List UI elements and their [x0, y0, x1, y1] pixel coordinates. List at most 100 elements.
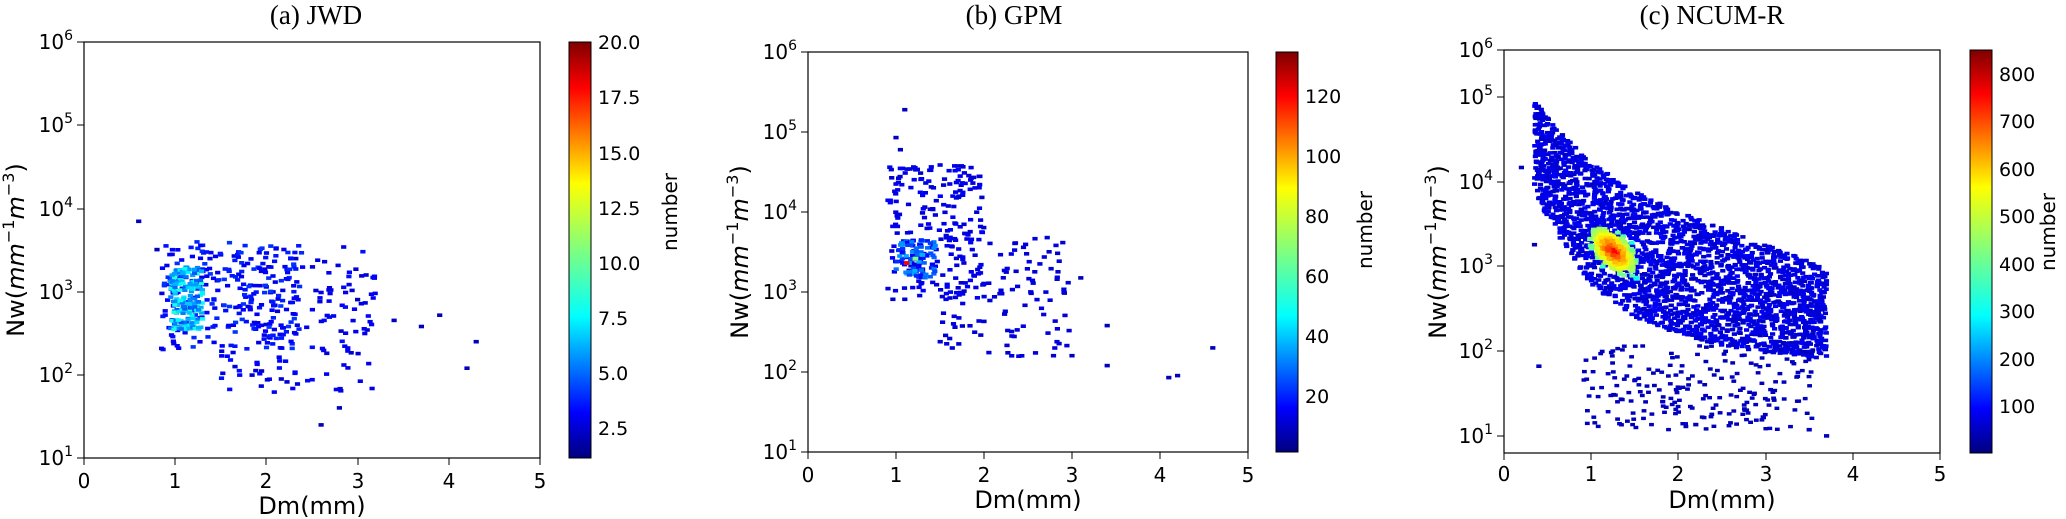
- data-point: [1578, 207, 1584, 212]
- data-point: [1727, 239, 1733, 243]
- data-point: [251, 292, 257, 296]
- data-point: [1749, 298, 1756, 302]
- data-point: [222, 267, 228, 271]
- data-point: [1629, 248, 1636, 253]
- data-point: [1626, 216, 1632, 221]
- data-point: [171, 341, 177, 346]
- data-point: [1617, 272, 1623, 276]
- data-point: [1654, 225, 1660, 230]
- data-point: [1633, 276, 1640, 281]
- data-point: [1682, 278, 1688, 283]
- data-point: [1691, 241, 1698, 246]
- data-point: [1598, 235, 1604, 240]
- data-point: [1676, 272, 1682, 276]
- data-point: [1046, 250, 1052, 254]
- data-point: [887, 200, 893, 205]
- data-point: [939, 294, 945, 299]
- data-point: [921, 261, 927, 265]
- data-point: [188, 302, 194, 306]
- data-point: [1715, 276, 1721, 280]
- data-point: [180, 281, 186, 286]
- data-point: [1815, 274, 1821, 278]
- data-point: [1056, 341, 1062, 346]
- data-point: [1648, 198, 1654, 202]
- data-point: [956, 293, 962, 297]
- data-point: [1587, 228, 1593, 232]
- data-point: [1646, 277, 1652, 281]
- data-point: [1609, 233, 1615, 238]
- data-point: [918, 238, 924, 242]
- data-point: [294, 280, 300, 284]
- data-point: [1707, 247, 1713, 251]
- data-point: [1681, 332, 1688, 336]
- data-point: [1610, 349, 1616, 353]
- data-point: [1761, 343, 1767, 347]
- data-point: [1532, 114, 1538, 119]
- data-point: [1614, 207, 1620, 212]
- data-point: [298, 251, 305, 255]
- data-point: [1553, 143, 1559, 148]
- data-point: [888, 167, 894, 172]
- data-point: [1550, 146, 1556, 150]
- data-point: [1684, 283, 1691, 288]
- data-point: [1737, 260, 1743, 264]
- data-point: [894, 259, 900, 264]
- panel-a-colorbar: 2.5 5.0 7.5 10.0 12.5 15.0 17.5 20.0 num…: [568, 32, 682, 459]
- data-point: [891, 244, 897, 248]
- data-point: [247, 307, 253, 312]
- data-point: [284, 380, 290, 384]
- data-point: [251, 326, 257, 331]
- data-point: [889, 256, 896, 260]
- data-point: [1718, 340, 1724, 345]
- data-point: [918, 268, 924, 272]
- data-point: [309, 377, 315, 382]
- data-point: [1597, 177, 1603, 181]
- data-point: [1762, 333, 1769, 337]
- data-point: [1681, 230, 1687, 234]
- data-point: [1801, 275, 1807, 280]
- data-point: [1744, 400, 1750, 405]
- data-point: [936, 228, 942, 232]
- data-point: [1770, 390, 1776, 394]
- data-point: [1684, 303, 1690, 308]
- data-point: [198, 281, 205, 285]
- data-point: [1632, 344, 1638, 348]
- data-point: [1684, 247, 1690, 251]
- data-point: [1668, 318, 1674, 323]
- data-point: [1572, 257, 1578, 261]
- data-point: [1559, 188, 1565, 192]
- data-point: [1759, 381, 1765, 385]
- data-point: [1783, 349, 1789, 354]
- data-point: [1785, 271, 1792, 276]
- data-point: [1593, 223, 1599, 228]
- data-point: [1600, 264, 1606, 269]
- data-point: [1747, 295, 1754, 300]
- data-point: [1604, 171, 1611, 176]
- data-point: [346, 274, 352, 279]
- data-point: [1751, 276, 1757, 280]
- data-point: [1668, 308, 1674, 313]
- data-point: [204, 274, 210, 278]
- data-point: [1794, 269, 1800, 274]
- data-point: [1596, 273, 1602, 278]
- panel-c-cb-tick-1: 200: [1999, 349, 2035, 371]
- data-point: [239, 261, 245, 265]
- data-point: [987, 241, 993, 246]
- data-point: [1579, 164, 1585, 168]
- data-point: [1781, 288, 1787, 293]
- data-point: [172, 282, 178, 286]
- data-point: [1658, 269, 1664, 274]
- data-point: [1622, 218, 1628, 222]
- data-point: [1814, 305, 1820, 310]
- data-point: [1743, 268, 1749, 273]
- data-point: [1166, 375, 1172, 380]
- data-point: [1731, 332, 1737, 336]
- data-point: [1664, 298, 1670, 302]
- data-point: [925, 246, 931, 250]
- data-point: [1648, 283, 1655, 288]
- data-point: [1814, 303, 1820, 308]
- data-point: [1646, 231, 1652, 236]
- data-point: [1679, 364, 1685, 368]
- data-point: [1763, 347, 1769, 352]
- data-point: [1757, 284, 1763, 289]
